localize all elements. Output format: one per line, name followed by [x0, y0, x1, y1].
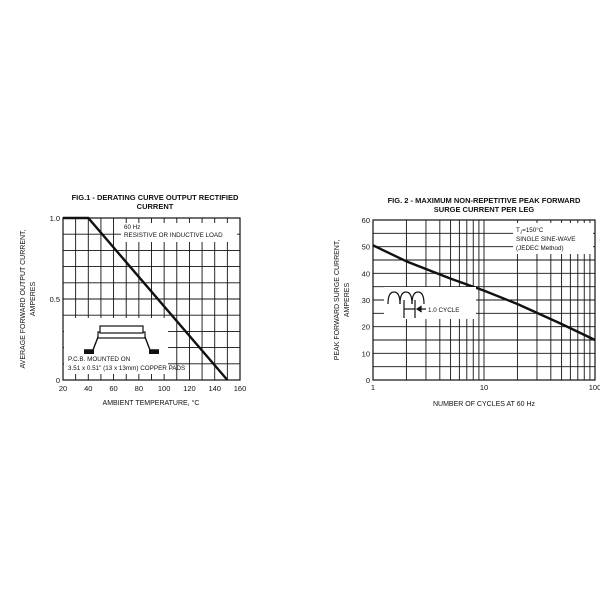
fig2-x-tick-label: 1	[371, 383, 375, 392]
fig1-x-tick-label: 100	[158, 384, 171, 393]
fig2-plot-frame	[372, 219, 596, 381]
fig2-x-tick-labels: 1 10 100	[371, 383, 600, 392]
fig2-cycle-label: 1.0 CYCLE	[428, 307, 460, 314]
fig2-title: FIG. 2 - MAXIMUM NON-REPETITIVE PEAK FOR…	[388, 196, 581, 205]
fig2-y-tick-label: 20	[362, 323, 370, 332]
fig1-title-line2: CURRENT	[137, 202, 174, 211]
fig1-load-note-line2: RESISTIVE OR INDUCTIVE LOAD	[124, 232, 223, 239]
fig2-x-tick-label: 100	[589, 383, 600, 392]
fig1-x-tick-label: 80	[135, 384, 143, 393]
fig1-x-tick-label: 120	[183, 384, 196, 393]
fig2-y-tick-label: 40	[362, 269, 370, 278]
fig2-y-tick-labels: 0 10 20 30 40 50 60	[362, 216, 370, 385]
fig1-series-group	[63, 216, 229, 381]
fig2-condition-line3: (JEDEC Method)	[516, 245, 564, 252]
fig2-y-tick-label: 30	[362, 296, 370, 305]
fig2-y-axis-label: PEAK FORWARD SURGE CURRENT,	[334, 240, 341, 361]
fig2-title-line2: SURGE CURRENT PER LEG	[434, 205, 535, 214]
fig1-y-tick-label: 0	[56, 376, 60, 385]
fig2-y-tick-label: 0	[366, 376, 370, 385]
fig2-x-tick-label: 10	[480, 383, 488, 392]
fig2-y-tick-label: 50	[362, 243, 370, 252]
fig2-tj-subscript: J	[520, 230, 522, 235]
fig1-y-tick-label: 0.5	[50, 295, 60, 304]
fig1-x-tick-label: 40	[84, 384, 92, 393]
fig1-x-tick-labels: 20 40 60 80 100 120 140 160	[59, 384, 246, 393]
fig2-condition-line2: SINGLE SINE-WAVE	[516, 236, 575, 243]
fig2-x-axis-label: NUMBER OF CYCLES AT 60 Hz	[433, 401, 536, 408]
fig2-y-tick-label: 60	[362, 216, 370, 225]
fig1-y-axis-label: AVERAGE FORWARD OUTPUT CURRENT,	[20, 229, 27, 368]
fig1-package-drawing	[84, 325, 159, 354]
fig1-title: FIG.1 - DERATING CURVE OUTPUT RECTIFIED	[72, 193, 239, 202]
fig1-x-tick-label: 140	[208, 384, 221, 393]
fig1-derating-curve	[63, 216, 229, 381]
fig2-surge-chart: FIG. 2 - MAXIMUM NON-REPETITIVE PEAK FOR…	[334, 196, 600, 408]
fig1-x-tick-label: 160	[234, 384, 247, 393]
fig2-cycle-inset-bg	[384, 287, 476, 319]
fig2-condition-line1: TJ=150°C	[516, 226, 544, 235]
fig2-tj-value: =150°C	[522, 226, 544, 234]
fig1-x-tick-label: 20	[59, 384, 67, 393]
fig1-x-tick-label: 60	[109, 384, 117, 393]
fig2-series-group	[372, 244, 596, 342]
fig1-x-axis-label: AMBIENT TEMPERATURE, °C	[103, 399, 200, 407]
fig2-sine-wave-drawing	[387, 291, 426, 318]
fig1-load-note-bg	[121, 223, 237, 242]
fig2-y-tick-label: 10	[362, 349, 370, 358]
fig1-y-axis-label-line2: AMPERES	[30, 282, 37, 317]
fig2-surge-curve	[372, 244, 596, 342]
fig2-tj-symbol: T	[516, 227, 520, 234]
fig1-plot-frame	[62, 217, 241, 381]
fig1-pcb-note-line2: 3.51 x 0.51" (13 x 13mm) COPPER PADS	[68, 365, 185, 372]
fig1-load-note-line1: 60 Hz	[124, 224, 140, 231]
fig2-y-axis-label-line2: AMPERES	[344, 283, 351, 318]
fig1-y-tick-labels: 0 0.5 1.0	[50, 214, 60, 385]
fig1-y-tick-label: 1.0	[50, 214, 60, 223]
fig1-derating-chart: FIG.1 - DERATING CURVE OUTPUT RECTIFIED …	[20, 193, 246, 407]
fig2-condition-note-bg	[513, 223, 593, 254]
fig1-pcb-note-line1: P.C.B. MOUNTED ON	[68, 356, 131, 363]
